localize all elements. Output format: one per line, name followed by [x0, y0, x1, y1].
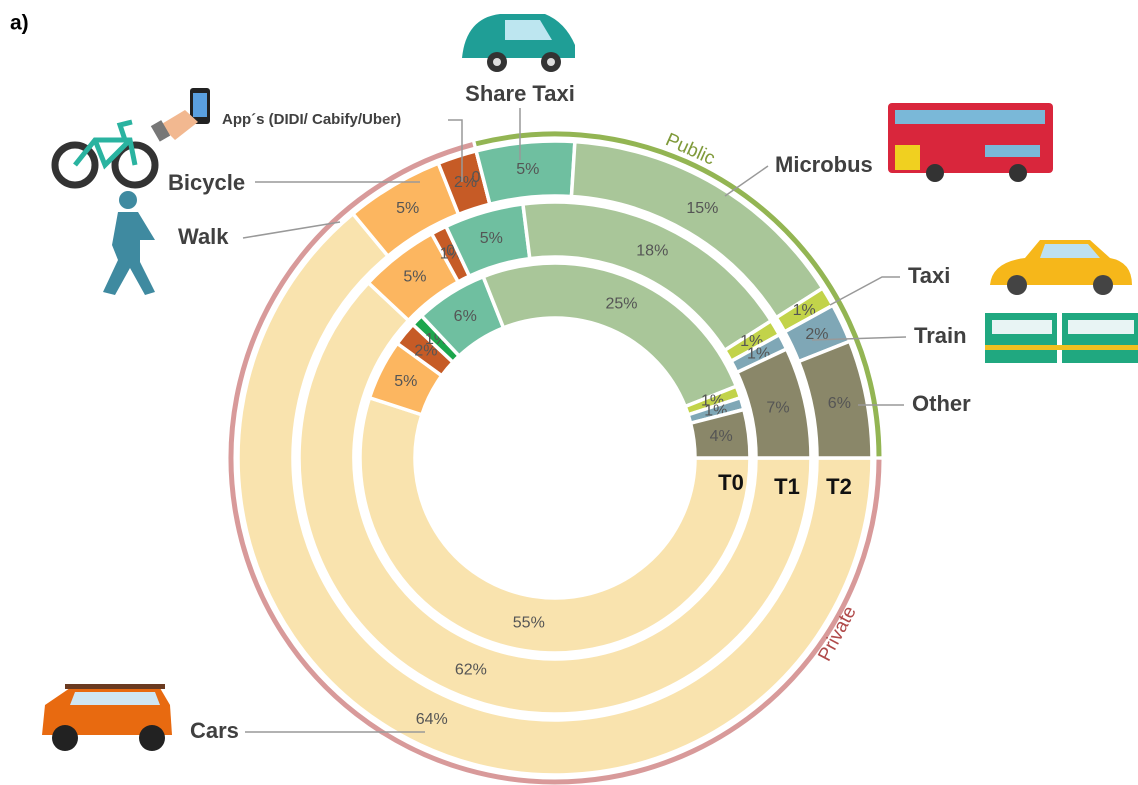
- ring-segment: [688, 407, 752, 460]
- phone-icon: [150, 88, 210, 142]
- value-label: 6%: [454, 308, 477, 325]
- ring-segment: [734, 346, 813, 460]
- taxi-icon: [990, 240, 1132, 295]
- value-label: 2%: [414, 342, 437, 359]
- leader-line: [829, 276, 900, 306]
- value-label: 2%: [805, 326, 828, 343]
- value-label: 5%: [403, 269, 426, 286]
- category-label: App´s (DIDI/ Cabify/Uber): [222, 111, 401, 128]
- value-label: 2%: [454, 174, 477, 191]
- value-label: 4%: [710, 428, 733, 445]
- train-icon: [985, 313, 1138, 363]
- category-label: Microbus: [775, 152, 873, 177]
- value-label: 18%: [636, 242, 668, 259]
- leader-line: [242, 221, 341, 239]
- leader-line: [811, 336, 907, 341]
- value-label: 5%: [480, 230, 503, 247]
- value-label: 15%: [686, 200, 718, 217]
- category-label: Taxi: [908, 263, 950, 288]
- walker-icon: [103, 191, 155, 295]
- category-label: Other: [912, 391, 971, 416]
- ring-label: T0: [718, 470, 744, 495]
- value-label: 25%: [606, 295, 638, 312]
- value-label: 55%: [513, 615, 545, 632]
- group-arc: [228, 142, 882, 785]
- value-label: 7%: [766, 399, 789, 416]
- share-taxi-icon: [462, 14, 575, 72]
- orange-car-icon: [42, 684, 172, 751]
- value-label: 62%: [455, 662, 487, 679]
- value-label: 6%: [828, 395, 851, 412]
- leader-line: [448, 119, 463, 182]
- ring-segment: [796, 339, 874, 460]
- value-label: 5%: [516, 161, 539, 178]
- value-label: 64%: [416, 711, 448, 728]
- category-label: Bicycle: [168, 170, 245, 195]
- category-label: Train: [914, 323, 967, 348]
- value-label: 5%: [396, 200, 419, 217]
- bicycle-icon: [51, 119, 159, 189]
- ring-label: T2: [826, 474, 852, 499]
- chart-title: a): [10, 12, 29, 35]
- bus-icon: [888, 103, 1053, 182]
- leader-line: [724, 165, 769, 197]
- ring-segment: [358, 395, 752, 655]
- value-label: 1%: [793, 302, 816, 319]
- group-arc: [475, 131, 882, 457]
- category-label: Cars: [190, 718, 239, 743]
- category-label: Share Taxi: [465, 81, 575, 106]
- ring-segment: [297, 280, 813, 716]
- ring-segment: [236, 211, 874, 777]
- ring-label: T1: [774, 474, 800, 499]
- value-label: 5%: [394, 373, 417, 390]
- category-label: Walk: [178, 224, 229, 249]
